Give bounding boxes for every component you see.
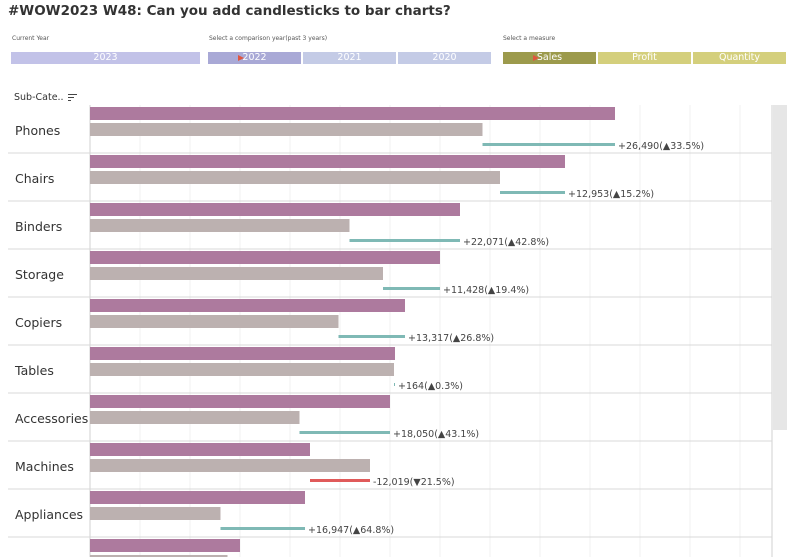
bar-current-year [90,107,615,120]
change-diff: +164 [398,381,424,392]
comparison-year-tile-text: 2020 [432,52,457,63]
candlestick-change [338,335,405,338]
change-diff: +18,050 [393,429,434,440]
comparison-year-tile-2020[interactable]: 2020 [398,52,491,64]
measure-tile-quantity[interactable]: Quantity [693,52,786,64]
comparison-year-label: Select a comparison year(past 3 years) [209,35,328,42]
change-diff: +26,490 [618,141,659,152]
bar-comparison-year [90,315,339,328]
triangle-up-icon: ▲ [488,285,496,296]
change-percent: 42.8% [515,237,545,248]
change-diff: +16,947 [308,525,349,536]
bar-comparison-year [90,219,350,232]
bar-current-year [90,539,240,552]
comparison-year-tile-text: 2022 [242,52,267,63]
bar-current-year [90,155,565,168]
triangle-up-icon: ▲ [438,429,446,440]
comparison-year-tile-2021[interactable]: 2021 [303,52,396,64]
category-label: Appliances [15,507,83,522]
category-label: Phones [15,123,60,138]
vertical-scrollbar[interactable] [773,105,787,430]
bar-comparison-year [90,555,228,557]
bar-current-year [90,443,310,456]
category-label: Tables [14,363,54,378]
change-percent: 64.8% [360,525,390,536]
bar-current-year [90,491,305,504]
change-label: +16,947(▲64.8%) [308,525,394,536]
change-percent: 15.2% [620,189,650,200]
change-percent: 26.8% [460,333,490,344]
bar-current-year [90,251,440,264]
change-label: +11,428(▲19.4%) [443,285,529,296]
change-diff: +11,428 [443,285,484,296]
change-label: +164(▲0.3%) [398,381,463,392]
candlestick-change [310,479,370,482]
category-label: Storage [15,267,64,282]
change-percent: 0.3% [435,381,459,392]
change-label: +26,490(▲33.5%) [618,141,704,152]
triangle-up-icon: ▲ [663,141,671,152]
change-percent: 43.1% [445,429,475,440]
measure-label: Select a measure [503,35,556,42]
change-diff: +22,071 [463,237,504,248]
bar-current-year [90,299,405,312]
change-label: +18,050(▲43.1%) [393,429,479,440]
comparison-year-tile-text: 2021 [337,52,362,63]
category-label: Chairs [15,171,54,186]
bar-current-year [90,347,395,360]
measure-tile-sales[interactable]: Sales [503,52,596,64]
category-label: Accessories [15,411,88,426]
change-label: +22,071(▲42.8%) [463,237,549,248]
candlestick-change [482,143,615,146]
dashboard-title: #WOW2023 W48: Can you add candlesticks t… [8,3,451,19]
bar-comparison-year [90,267,383,280]
change-diff: -12,019 [373,477,410,488]
bar-comparison-year [90,459,370,472]
current-year-tile-2023[interactable]: 2023 [11,52,200,64]
change-diff: +13,317 [408,333,449,344]
sort-descending-icon[interactable] [68,94,77,102]
bar-current-year [90,395,390,408]
comparison-year-tile-2022[interactable]: 2022 [208,52,301,64]
change-percent: 33.5% [670,141,700,152]
change-label: +12,953(▲15.2%) [568,189,654,200]
bar-comparison-year [90,123,483,136]
bar-comparison-year [90,363,394,376]
candlestick-change [383,287,440,290]
current-year-tile-text: 2023 [93,52,118,63]
candlestick-change [394,383,395,386]
candlestick-change [220,527,305,530]
triangle-up-icon: ▲ [613,189,621,200]
category-label: Copiers [15,315,62,330]
candlestick-change [299,431,390,434]
candlestick-change [500,191,565,194]
measure-tile-profit[interactable]: Profit [598,52,691,64]
triangle-down-icon: ▼ [413,477,421,488]
measure-tile-text: Quantity [718,52,761,63]
change-diff: +12,953 [568,189,609,200]
bar-comparison-year [90,171,500,184]
triangle-up-icon: ▲ [353,525,361,536]
current-year-label: Current Year [12,35,50,42]
triangle-up-icon: ▲ [508,237,516,248]
change-percent: 19.4% [495,285,525,296]
selected-arrow-icon [533,55,539,61]
sub-category-header[interactable]: Sub-Cate.. [14,92,64,103]
measure-tile-text: Profit [632,52,657,63]
category-label: Binders [15,219,62,234]
change-label: +13,317(▲26.8%) [408,333,494,344]
bar-comparison-year [90,411,300,424]
measure-tile-text: Sales [536,52,563,63]
bar-comparison-year [90,507,221,520]
bar-current-year [90,203,460,216]
triangle-up-icon: ▲ [453,333,461,344]
category-label: Machines [15,459,74,474]
selected-arrow-icon [238,55,244,61]
change-percent: 21.5% [421,477,451,488]
change-label: -12,019(▼21.5%) [373,477,455,488]
triangle-up-icon: ▲ [428,381,436,392]
candlestick-change [349,239,460,242]
